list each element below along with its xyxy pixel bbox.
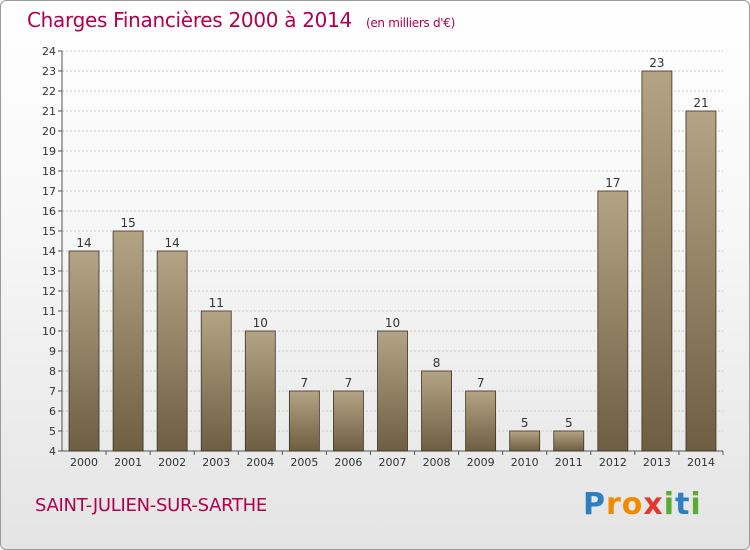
bar [200, 310, 232, 452]
y-tick-label: 15 [42, 225, 56, 238]
x-tick-label: 2007 [379, 456, 407, 469]
y-tick-label: 24 [42, 45, 56, 58]
y-tick-label: 9 [49, 345, 56, 358]
y-tick-label: 13 [42, 265, 56, 278]
y-tick-label: 14 [42, 245, 56, 258]
logo-letter: t [675, 487, 691, 522]
x-tick-label: 2011 [555, 456, 583, 469]
x-tick-label: 2013 [643, 456, 671, 469]
data-label: 21 [693, 96, 708, 110]
x-tick-label: 2000 [70, 456, 98, 469]
y-tick-label: 17 [42, 185, 56, 198]
data-label: 14 [165, 236, 180, 250]
y-tick-label: 20 [42, 125, 56, 138]
chart-title: Charges Financières 2000 à 2014 (en milli… [27, 8, 455, 32]
y-tick-label: 7 [49, 385, 56, 398]
bar [685, 110, 717, 452]
x-tick-label: 2005 [290, 456, 318, 469]
bar [641, 70, 673, 452]
logo-letter: x [643, 487, 664, 522]
y-tick-label: 16 [42, 205, 56, 218]
data-label: 14 [76, 236, 91, 250]
bar [288, 390, 320, 452]
labels: 4 5 6 7 8 9 10 11 12 13 14 15 16 17 18 19 20 21 22 23 24 2000… [42, 45, 715, 469]
x-tick-label: 2001 [114, 456, 142, 469]
bars [68, 70, 717, 452]
bar [465, 390, 497, 452]
x-tick-label: 2014 [687, 456, 715, 469]
y-tick-label: 11 [42, 305, 56, 318]
proxiti-logo: Proxiti [583, 487, 702, 522]
data-label: 5 [521, 416, 529, 430]
data-label: 5 [565, 416, 573, 430]
x-tick-label: 2012 [599, 456, 627, 469]
bar [112, 230, 144, 452]
logo-letter: i [663, 487, 676, 522]
x-tick-label: 2003 [202, 456, 230, 469]
x-tick-label: 2004 [246, 456, 274, 469]
data-label: 10 [385, 316, 400, 330]
data-label: 10 [253, 316, 268, 330]
logo-letter: i [690, 487, 702, 522]
commune-name: SAINT-JULIEN-SUR-SARTHE [35, 495, 267, 516]
y-tick-label: 4 [49, 445, 56, 458]
y-tick-label: 5 [49, 425, 56, 438]
x-tick-label: 2002 [158, 456, 186, 469]
bar [377, 330, 408, 452]
chart-title-text: Charges Financières 2000 à 2014 [27, 8, 352, 32]
bar [333, 390, 364, 452]
data-label: 7 [477, 376, 485, 390]
bar [597, 190, 629, 452]
logo-letter: P [583, 487, 606, 522]
y-tick-label: 18 [42, 165, 56, 178]
data-label: 15 [120, 216, 135, 230]
y-tick-label: 6 [49, 405, 56, 418]
bar [509, 430, 541, 452]
bar [553, 430, 585, 452]
logo-letter: r [606, 487, 622, 522]
y-tick-label: 8 [49, 365, 56, 378]
y-tick-label: 22 [42, 85, 56, 98]
bar [68, 250, 100, 452]
data-label: 8 [433, 356, 441, 370]
bar [421, 370, 452, 452]
bar [156, 250, 188, 452]
x-tick-label: 2008 [423, 456, 451, 469]
data-label: 11 [209, 296, 224, 310]
y-tick-label: 19 [42, 145, 56, 158]
x-tick-label: 2010 [511, 456, 539, 469]
x-tick-label: 2009 [467, 456, 495, 469]
y-tick-label: 23 [42, 65, 56, 78]
bar [244, 330, 276, 452]
data-label: 23 [649, 56, 664, 70]
chart-unit-note: (en milliers d'€) [365, 16, 455, 30]
y-tick-label: 12 [42, 285, 56, 298]
data-label: 17 [605, 176, 620, 190]
y-tick-label: 21 [42, 105, 56, 118]
y-tick-label: 10 [42, 325, 56, 338]
logo-letter: o [621, 487, 644, 522]
data-label: 7 [345, 376, 353, 390]
data-label: 7 [301, 376, 309, 390]
x-tick-label: 2006 [334, 456, 362, 469]
